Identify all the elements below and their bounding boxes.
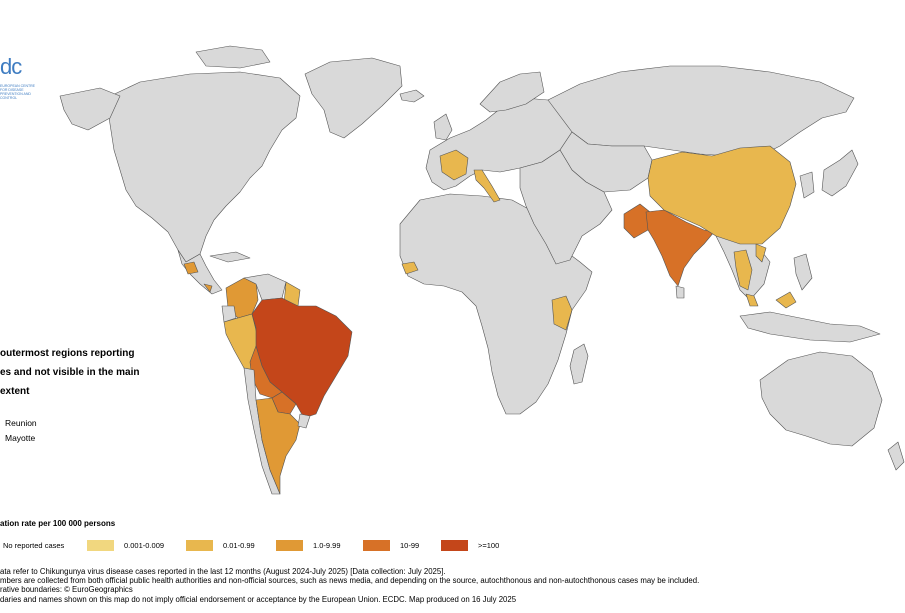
india bbox=[645, 209, 715, 287]
greenland bbox=[304, 57, 403, 139]
ecdc-logo: dc EUROPEAN CENTRE FOR DISEASE PREVENTIO… bbox=[0, 20, 40, 100]
legend-swatch bbox=[363, 539, 390, 551]
legend: No reported cases 0.001-0.009 0.01-0.99 … bbox=[0, 538, 905, 552]
footnote-boundaries: rative boundaries: © EuroGeographics bbox=[0, 585, 133, 594]
japan bbox=[821, 149, 859, 197]
legend-label: 10-99 bbox=[400, 540, 420, 550]
thailand bbox=[733, 249, 753, 291]
italy bbox=[473, 169, 501, 203]
uk bbox=[433, 113, 453, 141]
legend-label: No reported cases bbox=[3, 540, 65, 550]
russia bbox=[547, 65, 855, 157]
legend-item: 10-99 bbox=[363, 538, 419, 552]
pakistan bbox=[623, 203, 651, 239]
legend-item: No reported cases bbox=[0, 538, 64, 552]
ecuador bbox=[221, 305, 237, 323]
argentina bbox=[255, 397, 301, 495]
china bbox=[647, 145, 797, 245]
footnote-data-period: ata refer to Chikungunya virus disease c… bbox=[0, 567, 446, 576]
senegal bbox=[401, 261, 419, 275]
korea bbox=[799, 171, 815, 199]
outermost-region-mayotte: Mayotte bbox=[5, 433, 36, 443]
guatemala bbox=[183, 261, 199, 275]
legend-swatch bbox=[87, 539, 114, 551]
vietnam bbox=[755, 243, 767, 263]
legend-swatch bbox=[441, 539, 468, 551]
new-zealand bbox=[887, 441, 905, 471]
legend-swatch bbox=[276, 539, 303, 551]
middle-east bbox=[519, 149, 613, 265]
scandinavia bbox=[479, 71, 545, 113]
outermost-title-line: extent bbox=[0, 386, 30, 397]
highlighted-countries bbox=[183, 145, 797, 495]
outermost-region-reunion: Reunion bbox=[5, 418, 37, 428]
madagascar bbox=[569, 343, 589, 385]
sabah bbox=[775, 291, 797, 309]
costa-rica bbox=[203, 283, 213, 293]
legend-item: 1.0-9.99 bbox=[276, 538, 341, 552]
legend-label: >=100 bbox=[478, 540, 500, 550]
legend-label: 0.01-0.99 bbox=[223, 540, 255, 550]
legend-item: 0.01-0.99 bbox=[186, 538, 255, 552]
cuba bbox=[209, 251, 251, 263]
iceland bbox=[399, 89, 425, 103]
philippines bbox=[793, 253, 813, 291]
footnote-sources: mbers are collected from both official p… bbox=[0, 576, 700, 585]
alaska bbox=[59, 87, 121, 131]
sri-lanka bbox=[675, 285, 685, 299]
indonesia bbox=[739, 311, 881, 343]
malaysia bbox=[745, 293, 759, 307]
legend-item: >=100 bbox=[441, 538, 499, 552]
logo-subtitle: EUROPEAN CENTRE FOR DISEASE PREVENTION A… bbox=[0, 84, 36, 100]
arctic-islands bbox=[195, 45, 271, 69]
kenya bbox=[551, 295, 573, 331]
legend-swatch bbox=[186, 539, 213, 551]
logo-text: dc bbox=[0, 54, 22, 79]
uruguay bbox=[297, 413, 311, 429]
legend-label: 0.001-0.009 bbox=[124, 540, 165, 550]
outermost-title-line: es and not visible in the main bbox=[0, 367, 140, 378]
legend-label: 1.0-9.99 bbox=[313, 540, 341, 550]
france bbox=[439, 149, 469, 181]
legend-title: ation rate per 100 000 persons bbox=[0, 519, 116, 528]
footnote-disclaimer: daries and names shown on this map do no… bbox=[0, 595, 517, 604]
north-america bbox=[105, 71, 301, 263]
legend-item: 0.001-0.009 bbox=[87, 538, 164, 552]
outermost-title-line: outermost regions reporting bbox=[0, 348, 135, 359]
australia bbox=[759, 351, 883, 447]
outermost-regions-title: outermost regions reporting es and not v… bbox=[0, 344, 145, 401]
base-countries bbox=[59, 45, 905, 471]
